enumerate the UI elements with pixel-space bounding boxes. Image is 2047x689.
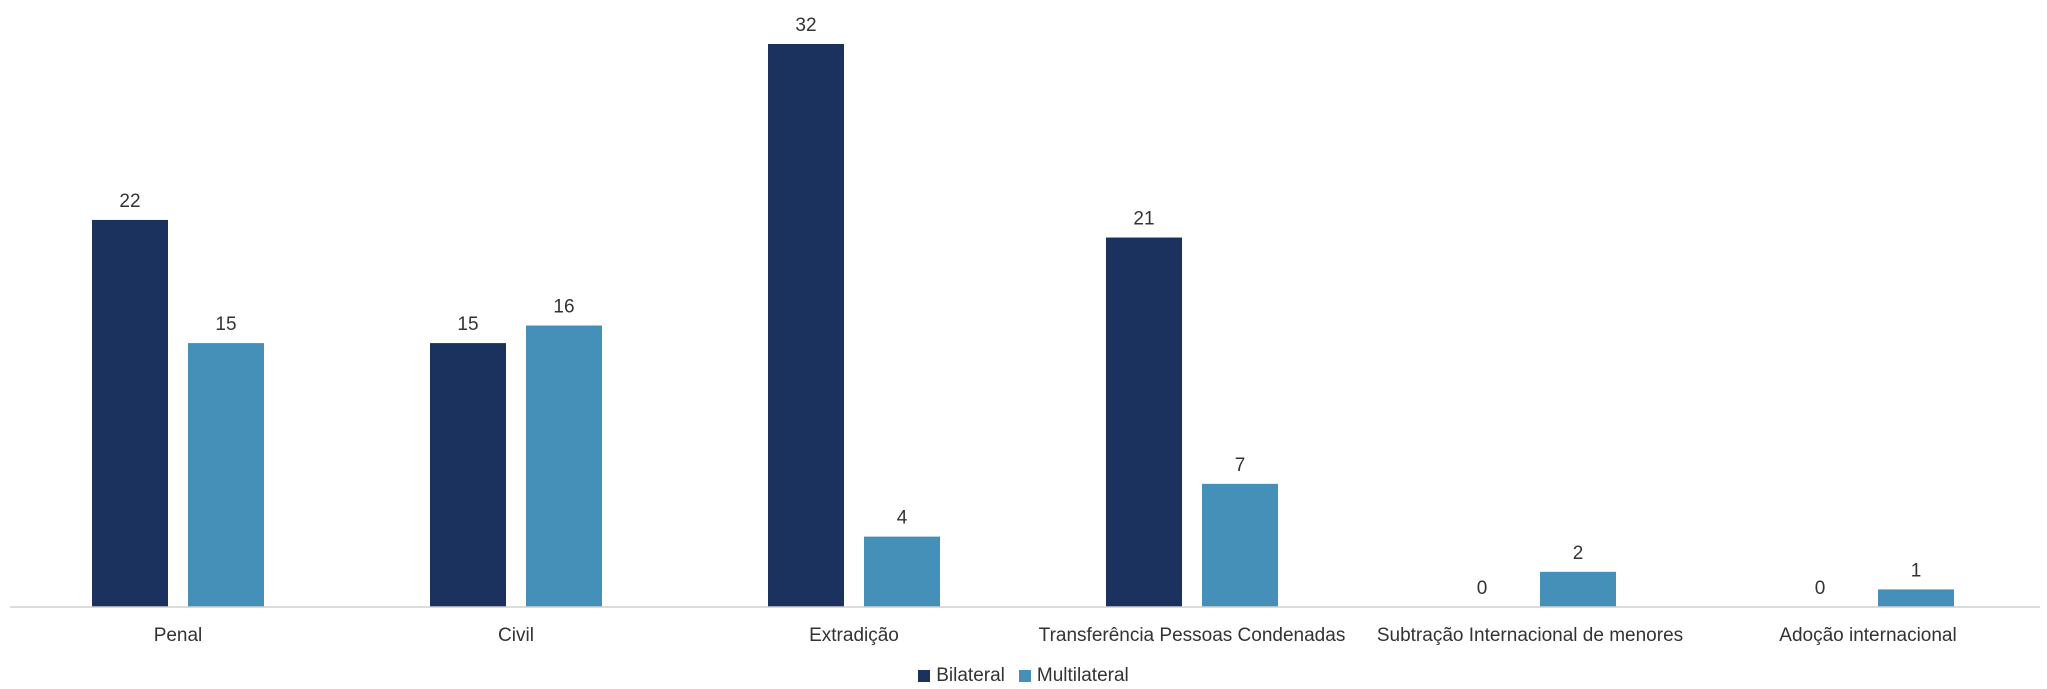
data-label-bilateral-civil: 15 bbox=[457, 314, 478, 335]
x-tick-label: Subtração Internacional de menores bbox=[1377, 625, 1683, 646]
bar-multilateral-civil bbox=[526, 325, 602, 607]
data-label-multilateral-subtracao-internacional-de-menores: 2 bbox=[1573, 543, 1584, 564]
labels-layer: 2215Penal1516Civil324Extradição217Transf… bbox=[119, 15, 1956, 646]
bar-multilateral-extradicao bbox=[864, 536, 940, 607]
data-label-bilateral-extradicao: 32 bbox=[795, 15, 816, 36]
x-tick-label: Transferência Pessoas Condenadas bbox=[1039, 625, 1346, 646]
bars-layer bbox=[92, 44, 1954, 607]
data-label-bilateral-transferencia-pessoas-condenadas: 21 bbox=[1133, 209, 1154, 230]
bar-bilateral-extradicao bbox=[768, 44, 844, 607]
data-label-bilateral-adocao-internacional: 0 bbox=[1815, 578, 1826, 599]
legend-swatch-multilateral bbox=[1018, 670, 1031, 682]
bar-multilateral-subtracao-internacional-de-menores bbox=[1540, 571, 1616, 607]
legend-label-multilateral: Multilateral bbox=[1036, 665, 1129, 686]
legend-swatch-bilateral bbox=[918, 670, 931, 682]
bar-multilateral-adocao-internacional bbox=[1878, 589, 1954, 607]
data-label-bilateral-penal: 22 bbox=[119, 191, 140, 212]
data-label-multilateral-adocao-internacional: 1 bbox=[1911, 560, 1922, 581]
data-label-multilateral-civil: 16 bbox=[553, 297, 574, 318]
x-tick-label: Extradição bbox=[809, 625, 899, 646]
data-label-bilateral-subtracao-internacional-de-menores: 0 bbox=[1477, 578, 1488, 599]
bar-bilateral-penal bbox=[92, 219, 168, 607]
data-label-multilateral-penal: 15 bbox=[215, 314, 236, 335]
data-label-multilateral-transferencia-pessoas-condenadas: 7 bbox=[1235, 455, 1246, 476]
legend-item-bilateral: Bilateral bbox=[918, 665, 1005, 687]
legend-item-multilateral: Multilateral bbox=[1018, 665, 1129, 687]
bar-bilateral-transferencia-pessoas-condenadas bbox=[1106, 237, 1182, 607]
bar-bilateral-civil bbox=[430, 343, 506, 607]
bar-multilateral-transferencia-pessoas-condenadas bbox=[1202, 483, 1278, 607]
x-tick-label: Penal bbox=[154, 625, 203, 646]
bar-multilateral-penal bbox=[188, 343, 264, 607]
legend-label-bilateral: Bilateral bbox=[936, 665, 1005, 686]
legend: Bilateral Multilateral bbox=[0, 665, 2047, 687]
x-tick-label: Adoção internacional bbox=[1779, 625, 1956, 646]
bar-chart: 2215Penal1516Civil324Extradição217Transf… bbox=[10, 15, 2040, 646]
x-tick-label: Civil bbox=[498, 625, 534, 646]
data-label-multilateral-extradicao: 4 bbox=[897, 508, 908, 529]
